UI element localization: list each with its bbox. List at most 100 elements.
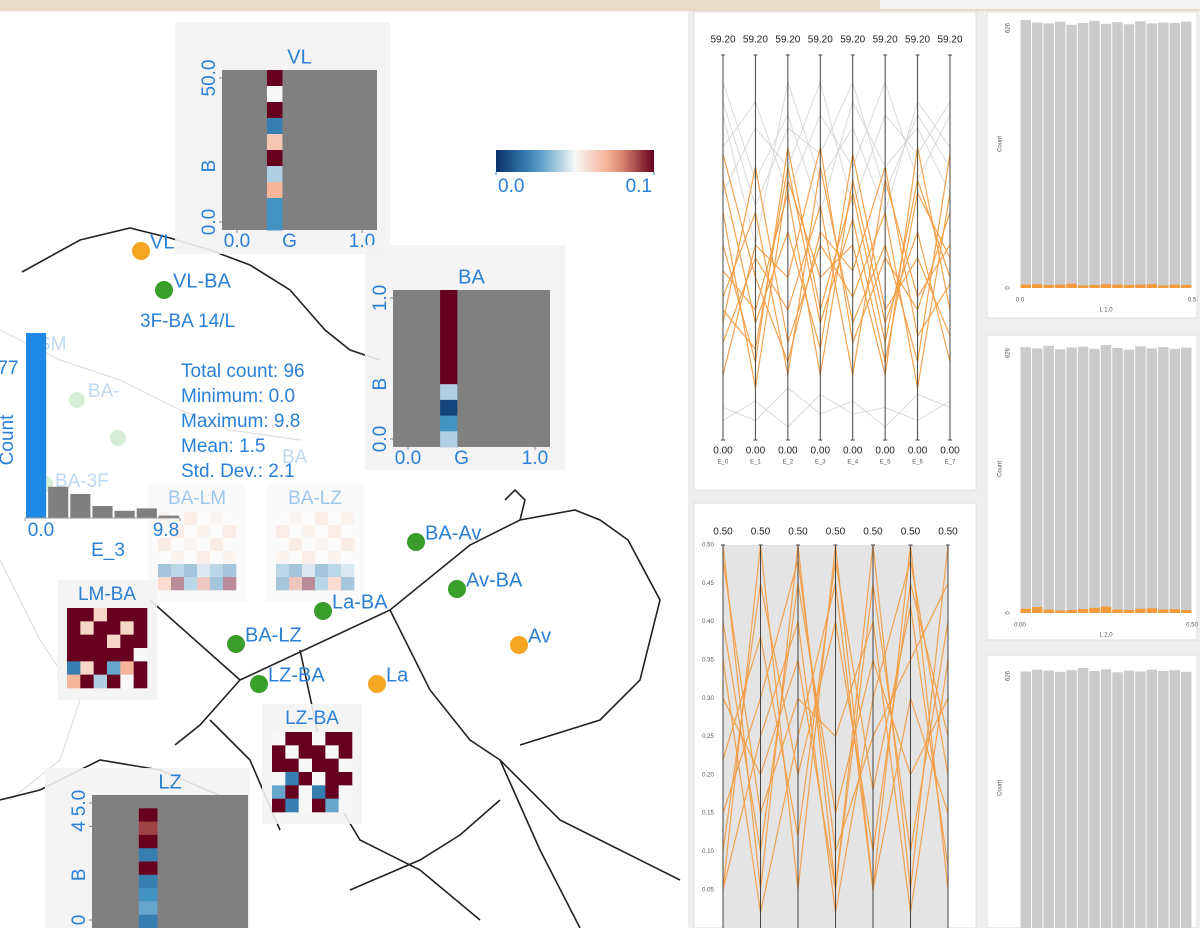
selected-line <box>722 166 951 363</box>
heatmap-widget: VL0.0 1.0G0.050.0B <box>175 22 390 254</box>
heatmap-cell <box>93 608 108 622</box>
hist-bar <box>1031 348 1043 613</box>
hist-bar <box>1169 22 1181 289</box>
link-label: LZ-BA <box>268 664 325 686</box>
heatmap-cell <box>338 785 353 799</box>
heatmap-cell <box>341 538 355 552</box>
heatmap-cell <box>107 621 121 635</box>
y-axis-label: B <box>370 378 391 391</box>
heatmap-cell <box>184 577 198 591</box>
heatmap-cell <box>138 888 158 902</box>
heatmap-cell <box>298 772 313 786</box>
hist-bar <box>70 493 91 518</box>
link-node <box>250 675 268 693</box>
heatmap-cell <box>67 634 81 649</box>
heatmap-cell <box>440 399 458 417</box>
hist-bar <box>1181 347 1192 613</box>
heatmap-cell <box>133 648 148 662</box>
heatmap-cell <box>197 525 211 539</box>
x-tick-label: 0.50 <box>1186 623 1198 629</box>
heatmap-cell <box>272 732 286 746</box>
heatmap-cell <box>312 745 326 759</box>
heatmap-cell <box>138 848 158 862</box>
heatmap-cell <box>93 674 108 689</box>
heatmap-cell <box>120 648 134 662</box>
heatmap-cell <box>272 772 286 786</box>
heatmap-cell <box>107 661 121 675</box>
tooltip-line: Std. Dev.: 2.1 <box>181 461 295 482</box>
hist-bar <box>1054 610 1066 613</box>
hist-bar <box>1181 671 1192 928</box>
hist-bar <box>1031 607 1043 613</box>
y-tick-label: 0.50 <box>702 543 714 549</box>
hist-bar <box>1077 22 1089 289</box>
heatmap-cell <box>80 608 94 622</box>
link-label: Av-BA <box>466 569 523 591</box>
selected-line <box>722 153 951 364</box>
hist-bar <box>1020 284 1031 288</box>
thumbnail-title: LZ-BA <box>285 708 339 729</box>
hist-bar <box>1112 672 1123 928</box>
pc-axis-name: E_0 <box>718 460 729 466</box>
heatmap-cell <box>158 577 172 591</box>
heatmap-cell <box>440 368 458 385</box>
site-node <box>368 675 386 693</box>
heatmap-cell <box>80 621 94 635</box>
hist-bar <box>1135 284 1146 288</box>
hist-bar <box>1089 285 1100 288</box>
colorbar-label: 0.0 <box>498 176 524 197</box>
parallel-panel <box>693 11 977 491</box>
heatmap-cell <box>184 538 198 552</box>
border <box>239 509 661 746</box>
pc-axis-label: 0.50 <box>863 527 883 538</box>
hist-bar <box>1158 670 1169 928</box>
hist-bar <box>1066 283 1077 288</box>
hist-bar <box>136 508 157 518</box>
hist-bar <box>1066 610 1077 613</box>
heatmap-cell <box>302 512 316 526</box>
heatmap-cell <box>440 415 458 432</box>
y-tick-label: 0.30 <box>702 696 714 702</box>
heatmap-cell <box>93 661 108 675</box>
heatmap-cell <box>107 674 121 689</box>
top-bar <box>0 0 1200 11</box>
hist-bar <box>1158 609 1169 613</box>
heatmap-cell <box>138 914 158 928</box>
heatmap-cell <box>325 785 339 799</box>
tooltip-line: Mean: 1.5 <box>181 436 266 457</box>
hist-bar <box>1100 345 1112 613</box>
hist-bar <box>1123 349 1135 613</box>
site-label: VL <box>150 231 174 253</box>
heatmap-cell <box>138 861 158 876</box>
heatmap-cell <box>223 564 237 578</box>
heatmap-cell <box>107 648 121 662</box>
heatmap-cell <box>328 551 342 565</box>
pc-axis-label: 59.20 <box>743 35 768 46</box>
heatmap-cell <box>210 538 224 552</box>
x-axis-label: L 1,0 <box>1099 308 1113 314</box>
y-axis-label: B <box>69 868 90 881</box>
selected-line <box>722 179 951 376</box>
hist-bar <box>1181 21 1192 288</box>
heatmap-cell <box>266 118 283 135</box>
hist-bar <box>26 333 47 518</box>
heatmap-cell <box>272 745 286 759</box>
y-axis-label: Count <box>0 414 18 465</box>
heatmap-cell <box>223 551 237 565</box>
y-axis-label: Count <box>998 780 1004 796</box>
heatmap-cell <box>285 758 299 773</box>
heatmap-cell <box>328 577 342 591</box>
tooltip-line: Total count: 96 <box>181 361 305 382</box>
y-axis-label: Count <box>998 136 1004 152</box>
x-tick-label: 0.0 <box>1016 298 1025 304</box>
heatmap-cell <box>285 785 299 799</box>
heatmap-cell <box>341 564 355 578</box>
heatmap-cell <box>133 634 148 649</box>
heatmap-cell <box>276 525 290 539</box>
hist-bar <box>1158 285 1169 288</box>
heatmap-cell <box>120 674 134 689</box>
heatmap-cell <box>223 512 237 526</box>
heatmap-cell <box>197 538 211 552</box>
x-axis-label: G <box>282 231 297 252</box>
heatmap-cell <box>120 634 134 649</box>
